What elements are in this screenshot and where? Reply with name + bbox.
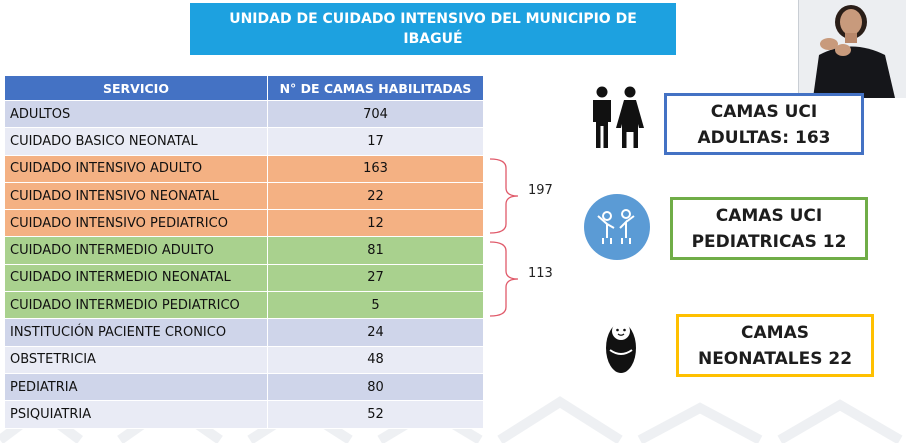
table-row: INSTITUCIÓN PACIENTE CRONICO 24 — [4, 318, 484, 347]
service-cell: ADULTOS — [4, 99, 268, 129]
man-woman-icon — [593, 86, 644, 148]
beds-cell: 22 — [267, 181, 484, 211]
service-cell: INSTITUCIÓN PACIENTE CRONICO — [4, 318, 268, 347]
beds-cell: 5 — [267, 291, 484, 320]
service-cell: CUIDADO INTENSIVO NEONATAL — [4, 181, 268, 211]
intermediate-brace — [489, 241, 519, 317]
beds-cell: 704 — [267, 99, 484, 129]
service-cell: OBSTETRICIA — [4, 345, 268, 374]
pediatric-icu-beds-box: CAMAS UCI PEDIATRICAS 12 — [670, 197, 868, 260]
beds-cell: 81 — [267, 236, 484, 265]
table-row: CUIDADO INTERMEDIO ADULTO 81 — [4, 236, 484, 265]
adults-icu-beds-box: CAMAS UCI ADULTAS: 163 — [664, 93, 864, 155]
beds-cell: 24 — [267, 318, 484, 347]
children-icon — [584, 194, 650, 260]
pediatric-box-line-2: PEDIATRICAS 12 — [691, 232, 847, 252]
service-cell: CUIDADO BASICO NEONATAL — [4, 127, 268, 156]
service-cell: PEDIATRIA — [4, 372, 268, 402]
service-cell: CUIDADO INTENSIVO PEDIATRICO — [4, 209, 268, 238]
table-row: PSIQUIATRIA 52 — [4, 400, 484, 429]
beds-cell: 80 — [267, 372, 484, 402]
beds-table: SERVICIO N° DE CAMAS HABILITADAS ADULTOS… — [4, 75, 484, 429]
table-row: CUIDADO INTENSIVO NEONATAL 22 — [4, 181, 484, 211]
table-header-row: SERVICIO N° DE CAMAS HABILITADAS — [4, 75, 484, 101]
neonatal-beds-box: CAMAS NEONATALES 22 — [676, 314, 874, 377]
title-line-1: UNIDAD DE CUIDADO INTENSIVO DEL MUNICIPI… — [229, 11, 637, 27]
table-row: OBSTETRICIA 48 — [4, 345, 484, 374]
column-header-service: SERVICIO — [4, 75, 268, 101]
service-cell: CUIDADO INTERMEDIO NEONATAL — [4, 263, 268, 293]
neonatal-box-line-2: NEONATALES 22 — [697, 349, 853, 369]
interpreter-figure — [799, 0, 906, 98]
table-row: ADULTOS 704 — [4, 99, 484, 129]
intensive-brace — [489, 158, 519, 234]
page-title: UNIDAD DE CUIDADO INTENSIVO DEL MUNICIPI… — [190, 3, 676, 55]
table-row: CUIDADO INTENSIVO PEDIATRICO 12 — [4, 209, 484, 238]
column-header-beds: N° DE CAMAS HABILITADAS — [267, 75, 484, 101]
neonatal-box-line-1: CAMAS — [741, 323, 809, 343]
title-line-2: IBAGUÉ — [403, 31, 463, 47]
service-cell: PSIQUIATRIA — [4, 400, 268, 429]
service-cell: CUIDADO INTENSIVO ADULTO — [4, 154, 268, 183]
service-cell: CUIDADO INTERMEDIO PEDIATRICO — [4, 291, 268, 320]
adults-box-line-1: CAMAS UCI — [710, 102, 818, 122]
beds-cell: 52 — [267, 400, 484, 429]
beds-cell: 12 — [267, 209, 484, 238]
sign-language-interpreter-video — [798, 0, 906, 98]
beds-cell: 27 — [267, 263, 484, 293]
table-row: PEDIATRIA 80 — [4, 372, 484, 402]
table-row: CUIDADO INTERMEDIO PEDIATRICO 5 — [4, 291, 484, 320]
intermediate-total: 113 — [528, 266, 553, 281]
baby-icon — [606, 322, 636, 373]
table-row: CUIDADO BASICO NEONATAL 17 — [4, 127, 484, 156]
beds-cell: 48 — [267, 345, 484, 374]
table-row: CUIDADO INTENSIVO ADULTO 163 — [4, 154, 484, 183]
adults-box-line-2: ADULTAS: 163 — [697, 128, 831, 148]
table-row: CUIDADO INTERMEDIO NEONATAL 27 — [4, 263, 484, 293]
beds-cell: 17 — [267, 127, 484, 156]
beds-cell: 163 — [267, 154, 484, 183]
intensive-total: 197 — [528, 183, 553, 198]
pediatric-box-line-1: CAMAS UCI — [715, 206, 823, 226]
background-pattern — [0, 396, 903, 443]
service-cell: CUIDADO INTERMEDIO ADULTO — [4, 236, 268, 265]
